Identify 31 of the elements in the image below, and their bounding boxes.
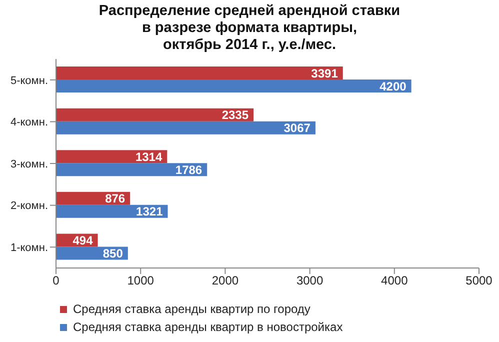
bar [56,108,254,122]
x-tick-label: 5000 [466,274,493,288]
y-tick-label: 4-комн. [10,116,48,129]
bar [56,204,168,218]
data-label: 3067 [284,121,311,136]
legend-label: Средняя ставка аренды квартир в новостройках [73,319,343,336]
data-label: 1314 [135,150,162,164]
x-tick-label: 2000 [212,274,239,288]
bar [56,150,168,164]
y-tick-label: 2-комн. [10,200,48,212]
data-label: 1321 [136,204,164,219]
bar [56,121,316,134]
x-tick-label: 4000 [381,274,408,288]
data-label: 494 [72,233,94,248]
x-tick-label: 3000 [296,274,324,288]
y-tick-label: 3-комн. [10,158,48,170]
data-label: 1786 [175,162,202,177]
bar [56,163,208,176]
bar [56,80,412,93]
chart-title: Распределение средней арендной ставки в разрезе формата квартиры, октябрь 2014 г., у.е./мес. [98,2,402,55]
y-tick-label: 1-комн. [10,242,48,254]
x-tick-label: 0 [52,274,60,288]
data-label: 876 [105,192,126,206]
bar [56,66,343,80]
data-label: 2335 [222,108,249,122]
x-tick-label: 1000 [127,274,154,288]
data-label: 850 [102,246,124,260]
legend-label: Средняя ставка аренды квартир по городу [73,301,310,318]
data-label: 4200 [380,79,407,94]
y-tick-label: 5-комн. [10,74,48,87]
data-label: 3391 [311,66,338,80]
